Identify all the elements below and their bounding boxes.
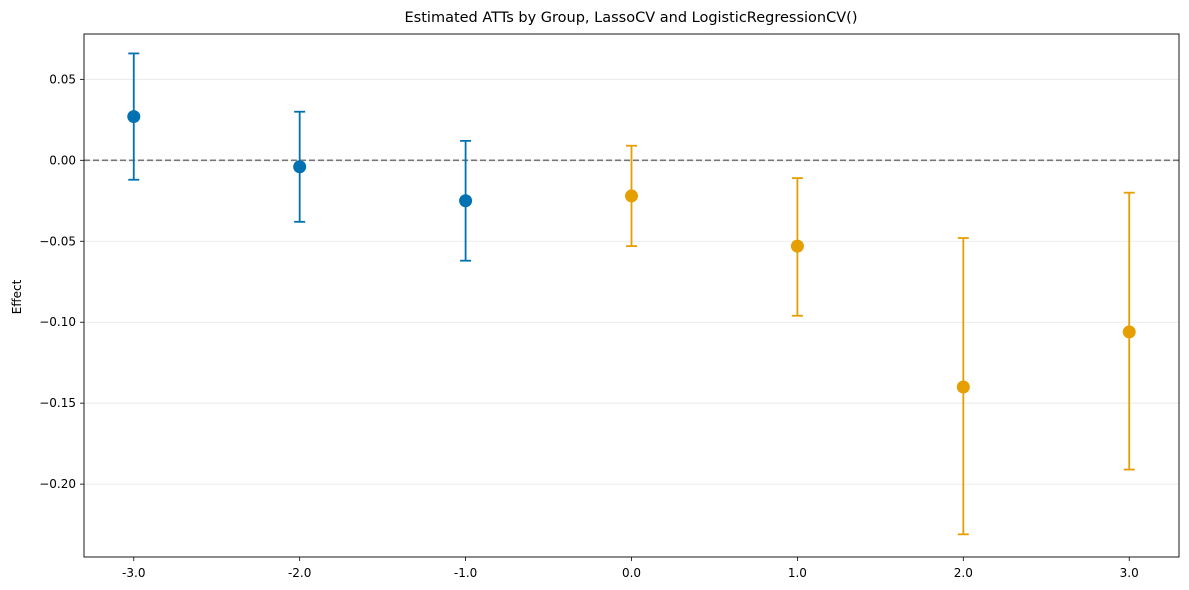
- estimate-point: [956, 380, 970, 394]
- y-tick-label: −0.20: [39, 477, 76, 491]
- estimate-point: [790, 239, 804, 253]
- marks-layer: [127, 52, 1136, 536]
- x-tick-label: 2.0: [954, 566, 973, 580]
- x-tick-label: 1.0: [788, 566, 807, 580]
- chart-title: Estimated ATTs by Group, LassoCV and Log…: [405, 10, 858, 26]
- x-tick-label: 3.0: [1120, 566, 1139, 580]
- x-tick-label: -1.0: [454, 566, 477, 580]
- axes-layer: 0.05 0.00 −0.05 −0.10 −0.15 −0.20 -3.0 -2.0 -1.0…: [39, 33, 1180, 580]
- plot-frame: [83, 33, 1180, 558]
- estimate-point: [459, 194, 473, 208]
- estimate-point: [1122, 325, 1136, 339]
- y-axis-label: Effect: [10, 279, 24, 314]
- y-tick-label: −0.10: [39, 315, 76, 329]
- y-tick-label: −0.15: [39, 396, 76, 410]
- estimate-point: [625, 189, 638, 203]
- y-tick-label: 0.05: [49, 72, 76, 86]
- estimate-point: [293, 160, 307, 174]
- x-tick-label: -3.0: [122, 566, 145, 580]
- y-tick-label: −0.05: [39, 234, 76, 248]
- x-tick-label: -2.0: [288, 566, 311, 580]
- estimate-point: [127, 110, 141, 124]
- y-tick-label: 0.00: [49, 153, 76, 167]
- grid-layer: [84, 78, 1179, 485]
- x-tick-label: 0.0: [622, 566, 641, 580]
